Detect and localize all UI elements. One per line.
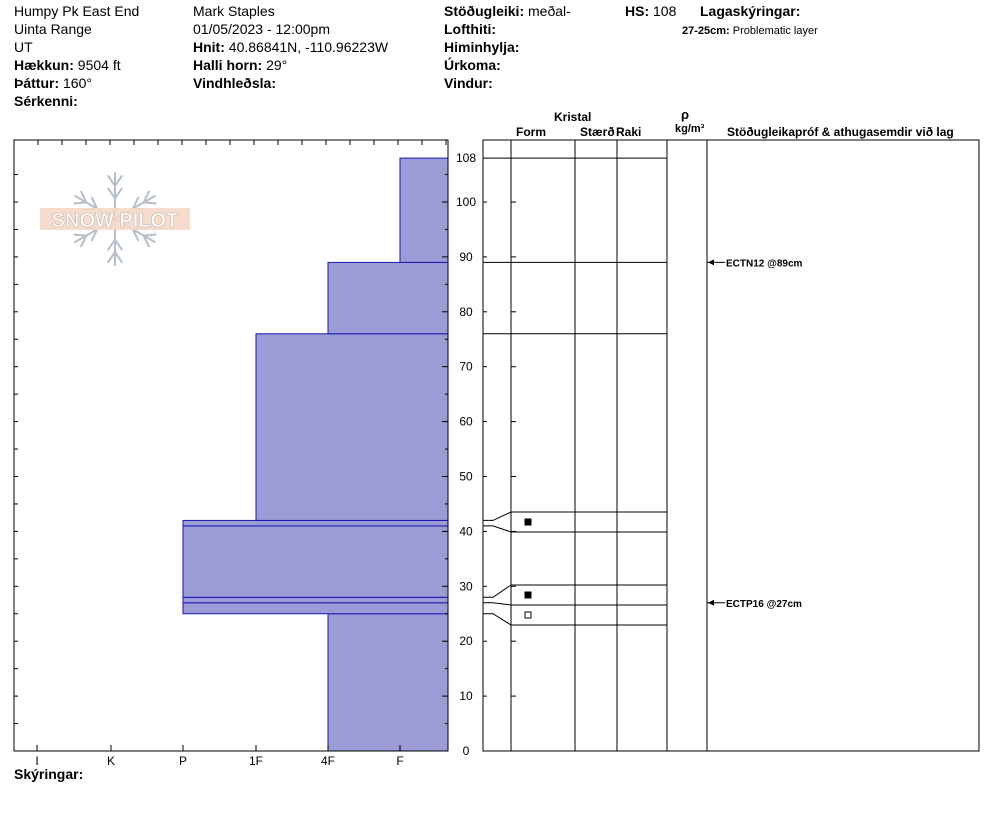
coords-row: Hnit: 40.86841N, -110.96223W bbox=[193, 39, 388, 56]
depth-tick-label: 60 bbox=[459, 415, 473, 429]
arrow-icon bbox=[708, 259, 714, 266]
hardness-tick-label: P bbox=[179, 754, 187, 768]
elevation-row: Hækkun: 9504 ft bbox=[14, 57, 121, 74]
hardness-bar bbox=[255, 333, 449, 521]
depth-tick-label: 70 bbox=[459, 360, 473, 374]
observation-datetime: 01/05/2023 - 12:00pm bbox=[193, 21, 330, 37]
layer-connector bbox=[483, 511, 512, 521]
depth-tick-label: 100 bbox=[456, 195, 476, 209]
depth-tick-label: 40 bbox=[459, 524, 473, 538]
kristal-header: Kristal bbox=[554, 110, 592, 124]
aspect-value: 160° bbox=[63, 75, 92, 91]
sky-label: Himinhylja: bbox=[444, 39, 520, 55]
arrow-icon bbox=[708, 599, 714, 606]
stability-label: Stöðugleiki: bbox=[444, 3, 525, 19]
snowpilot-logo: SNOW PILOT bbox=[40, 172, 190, 266]
notes-label: Skýringar: bbox=[14, 766, 84, 782]
depth-tick-label: 80 bbox=[459, 305, 473, 319]
hardness-bar bbox=[182, 602, 449, 615]
hardness-bar bbox=[327, 613, 449, 752]
mountain-range: Uinta Range bbox=[14, 21, 92, 37]
moisture-header: Raki bbox=[616, 125, 642, 139]
density-unit-header: kg/m³ bbox=[675, 123, 705, 135]
plot-frame bbox=[13, 139, 449, 752]
stability-value: meðal- bbox=[528, 3, 571, 19]
slope-row: Halli horn: 29° bbox=[193, 57, 287, 74]
depth-tick-label: 10 bbox=[459, 689, 473, 703]
layer-connector bbox=[483, 525, 512, 533]
layer-note-row: 27-25cm: Problematic layer bbox=[682, 23, 818, 40]
features-label: Sérkenni: bbox=[14, 93, 78, 109]
wind-loading-label: Vindhleðsla: bbox=[193, 75, 276, 91]
table-frame bbox=[482, 139, 980, 752]
state: UT bbox=[14, 39, 33, 55]
depth-tick-label: 90 bbox=[459, 250, 473, 264]
aspect-label: Þáttur: bbox=[14, 75, 60, 91]
coords-label: Hnit: bbox=[193, 39, 225, 55]
layer-note-text: Problematic layer bbox=[732, 25, 818, 37]
elevation-label: Hækkun: bbox=[14, 57, 74, 73]
hardness-bar bbox=[182, 525, 449, 598]
depth-tick-label: 30 bbox=[459, 579, 473, 593]
grain-symbol-icon bbox=[524, 611, 532, 619]
depth-tick-label: 50 bbox=[459, 470, 473, 484]
layer-note-range: 27-25cm: bbox=[682, 25, 730, 37]
hs-row: HS: 108 bbox=[625, 3, 676, 20]
hardness-tick-label: 4F bbox=[321, 754, 335, 768]
layer-table: ECTN12 @89cm ECTP16 @27cm bbox=[482, 139, 980, 752]
form-header: Form bbox=[516, 125, 546, 139]
depth-tick-label: 108 bbox=[456, 151, 476, 165]
hs-value: 108 bbox=[653, 3, 677, 19]
coords-value: 40.86841N, -110.96223W bbox=[228, 39, 389, 55]
grain-symbol-icon bbox=[524, 518, 532, 526]
layer-connector bbox=[483, 613, 512, 626]
hardness-plot: I K P 1F 4F F 0 10 20 30 40 50 60 70 80 90 100 108 bbox=[13, 139, 476, 768]
hardness-tick-label: 1F bbox=[249, 754, 263, 768]
aspect-row: Þáttur: 160° bbox=[14, 75, 92, 92]
tests-header: Stöðugleikapróf & athugasemdir við lag bbox=[727, 125, 954, 139]
size-header: Stærð bbox=[580, 125, 615, 139]
wind-label: Vindur: bbox=[444, 75, 493, 91]
logo-text: SNOW PILOT bbox=[52, 210, 179, 232]
hardness-bar bbox=[327, 261, 449, 335]
stability-test-label: ECTP16 @27cm bbox=[726, 599, 802, 610]
location-name: Humpy Pk East End bbox=[14, 3, 140, 19]
slope-label: Halli horn: bbox=[193, 57, 263, 73]
hardness-tick-label: F bbox=[396, 754, 403, 768]
layer-connector bbox=[483, 584, 512, 598]
air-temp-label: Lofthiti: bbox=[444, 21, 497, 37]
rho-header: ρ bbox=[681, 107, 690, 122]
stability-test-label: ECTN12 @89cm bbox=[726, 258, 803, 269]
depth-tick-label: 20 bbox=[459, 634, 473, 648]
slope-value: 29° bbox=[266, 57, 288, 73]
hs-label: HS: bbox=[625, 3, 650, 19]
stability-row: Stöðugleiki: meðal- bbox=[444, 3, 571, 20]
layer-notes-label: Lagaskýringar: bbox=[700, 3, 801, 19]
hardness-bar bbox=[182, 519, 449, 527]
hardness-tick-label: K bbox=[107, 754, 115, 768]
elevation-value: 9504 ft bbox=[77, 57, 121, 73]
hardness-tick-label: I bbox=[35, 754, 38, 768]
hardness-bar bbox=[182, 596, 449, 604]
grain-symbol-icon bbox=[524, 591, 532, 599]
layer-connector bbox=[483, 602, 512, 606]
observer-name: Mark Staples bbox=[193, 3, 275, 19]
precip-label: Úrkoma: bbox=[444, 57, 501, 73]
depth-tick-label: 0 bbox=[463, 744, 470, 758]
hardness-bar bbox=[399, 157, 449, 263]
